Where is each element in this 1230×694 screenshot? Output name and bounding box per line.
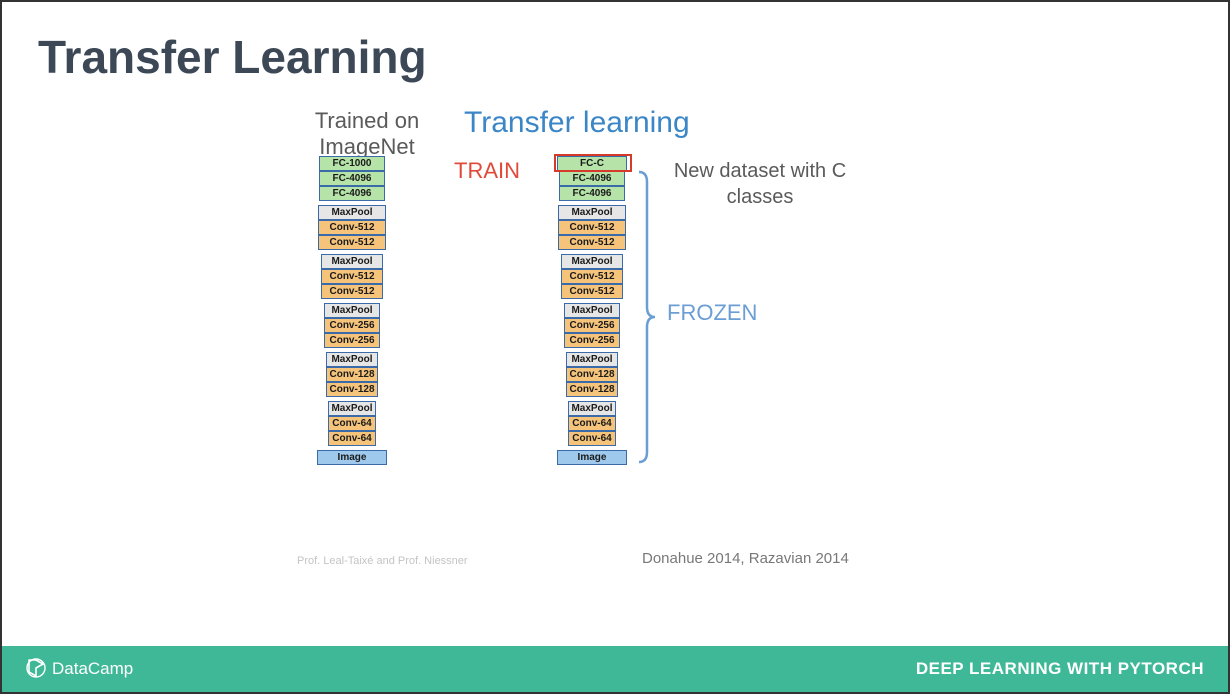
layer-box: Conv-512 [561,269,623,284]
layer-box: Conv-512 [321,269,383,284]
label-train: TRAIN [454,158,520,184]
label-trained-imagenet: Trained on ImageNet [277,108,457,161]
credits-citations: Donahue 2014, Razavian 2014 [642,550,849,567]
footer-bar: DataCamp DEEP LEARNING WITH PYTORCH [2,646,1228,692]
label-new-dataset: New dataset with C classes [660,158,860,210]
brand-label: DataCamp [52,659,133,679]
network-stack-imagenet: FC-1000FC-4096FC-4096MaxPoolConv-512Conv… [317,156,387,465]
layer-box: MaxPool [326,352,378,367]
layer-box: Conv-128 [566,382,618,397]
layer-box: Conv-64 [568,431,616,446]
credits-professors: Prof. Leal-Taixé and Prof. Niessner [297,555,468,567]
layer-box: MaxPool [558,205,626,220]
layer-box: Conv-512 [318,220,386,235]
layer-box: Conv-512 [558,235,626,250]
layer-box: Conv-256 [324,333,380,348]
network-stack-transfer: FC-CFC-4096FC-4096MaxPoolConv-512Conv-51… [557,156,627,465]
layer-box: Conv-256 [564,333,620,348]
diagram-area: Trained on ImageNet Transfer learning TR… [2,102,1228,582]
layer-box: FC-C [557,156,627,171]
layer-box: Image [557,450,627,465]
layer-box: Conv-512 [561,284,623,299]
layer-box: Conv-512 [558,220,626,235]
layer-box: Conv-128 [326,367,378,382]
train-layer-wrap: FC-C [557,156,627,171]
layer-box: Conv-256 [564,318,620,333]
layer-box: Image [317,450,387,465]
layer-box: FC-1000 [319,156,385,171]
layer-box: FC-4096 [319,171,385,186]
layer-box: Conv-64 [568,416,616,431]
layer-box: MaxPool [568,401,616,416]
layer-box: MaxPool [324,303,380,318]
layer-box: Conv-256 [324,318,380,333]
layer-box: FC-4096 [319,186,385,201]
label-frozen: FROZEN [667,300,757,326]
layer-box: MaxPool [561,254,623,269]
layer-box: Conv-512 [321,284,383,299]
layer-box: Conv-64 [328,416,376,431]
layer-box: MaxPool [318,205,386,220]
label-transfer-learning: Transfer learning [464,106,690,140]
layer-box: FC-4096 [559,171,625,186]
layer-box: Conv-512 [318,235,386,250]
layer-box: MaxPool [321,254,383,269]
layer-box: Conv-128 [326,382,378,397]
course-name: DEEP LEARNING WITH PYTORCH [916,659,1204,679]
frozen-bracket [637,170,655,464]
layer-box: Conv-128 [566,367,618,382]
layer-box: MaxPool [566,352,618,367]
datacamp-logo: DataCamp [26,658,133,680]
layer-box: Conv-64 [328,431,376,446]
layer-box: FC-4096 [559,186,625,201]
layer-box: MaxPool [328,401,376,416]
page-title: Transfer Learning [2,2,1228,84]
layer-box: MaxPool [564,303,620,318]
